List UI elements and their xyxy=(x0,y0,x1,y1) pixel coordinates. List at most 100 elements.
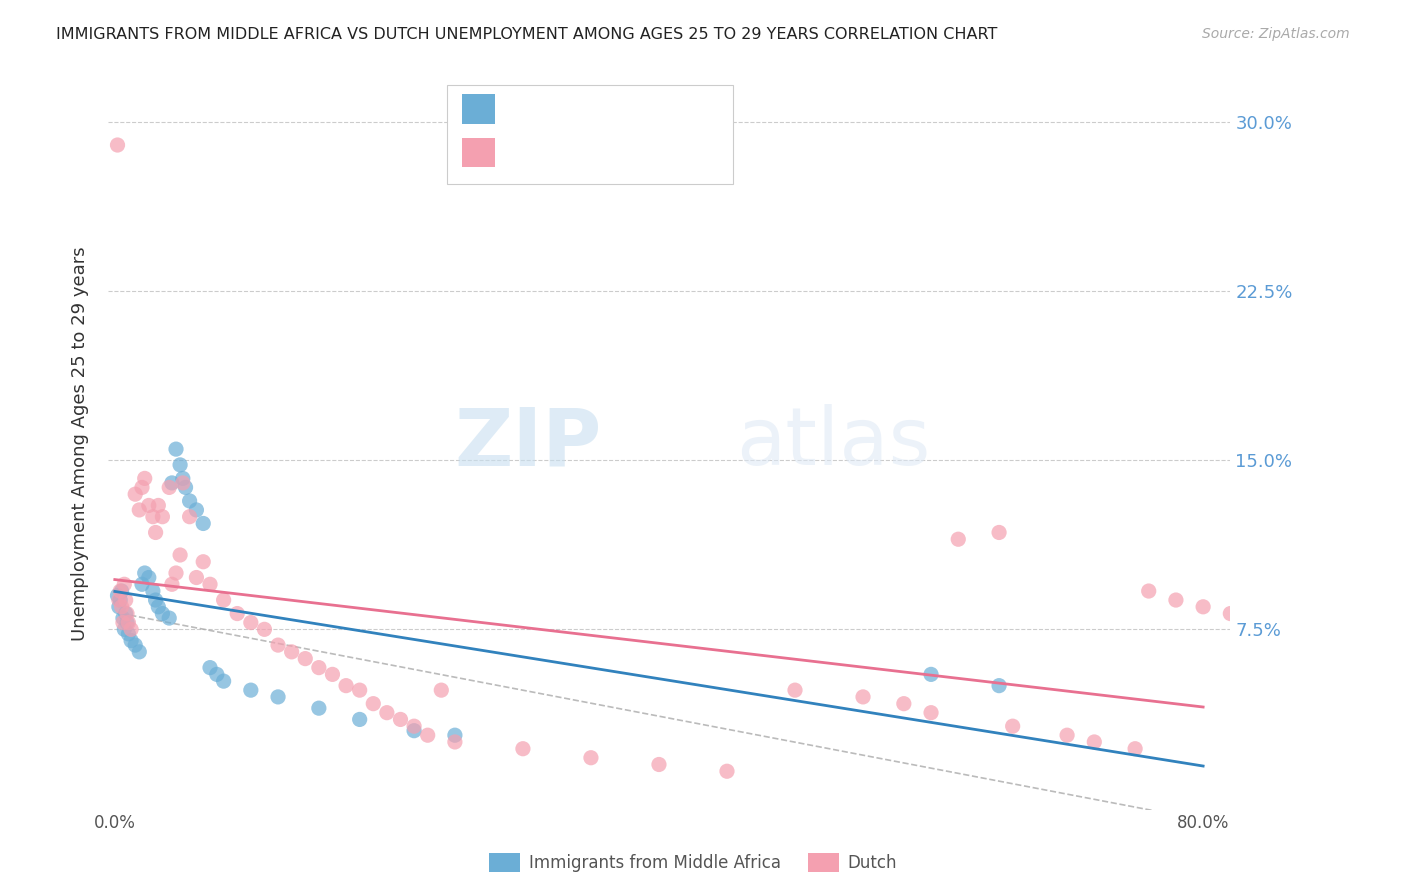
Text: atlas: atlas xyxy=(737,404,931,483)
Point xyxy=(239,683,262,698)
Point xyxy=(138,570,160,584)
Point xyxy=(179,494,201,508)
Point xyxy=(1137,584,1160,599)
Point xyxy=(157,480,180,494)
Bar xyxy=(461,138,495,168)
Point xyxy=(112,577,135,591)
Point xyxy=(308,660,330,674)
Text: Immigrants from Middle Africa: Immigrants from Middle Africa xyxy=(529,854,780,871)
Point xyxy=(142,584,165,599)
Point xyxy=(920,667,942,681)
Point xyxy=(148,599,170,614)
Point xyxy=(988,525,1011,540)
Point xyxy=(948,533,970,547)
Point xyxy=(308,701,330,715)
Point xyxy=(108,593,131,607)
Point xyxy=(404,719,426,733)
Point xyxy=(267,690,290,704)
Point xyxy=(294,651,316,665)
Point xyxy=(253,623,276,637)
Text: Source: ZipAtlas.com: Source: ZipAtlas.com xyxy=(1202,27,1350,41)
Point xyxy=(280,645,302,659)
Point xyxy=(117,627,139,641)
Point xyxy=(212,674,235,689)
Point xyxy=(110,593,132,607)
Point xyxy=(783,683,806,698)
Point xyxy=(128,503,150,517)
Point xyxy=(148,499,170,513)
Point xyxy=(160,475,183,490)
Point xyxy=(852,690,875,704)
Point xyxy=(1192,599,1215,614)
Point xyxy=(120,633,142,648)
Point xyxy=(110,599,132,614)
Point xyxy=(198,577,221,591)
Point xyxy=(117,615,139,630)
Point xyxy=(157,611,180,625)
Point xyxy=(444,728,467,742)
Point xyxy=(138,499,160,513)
Point xyxy=(361,697,384,711)
Point xyxy=(193,516,215,531)
Point xyxy=(111,615,134,630)
Point xyxy=(169,458,191,472)
Point xyxy=(120,623,142,637)
Point xyxy=(375,706,398,720)
Point xyxy=(169,548,191,562)
Point xyxy=(239,615,262,630)
Point xyxy=(389,713,412,727)
Point xyxy=(335,679,357,693)
Point xyxy=(134,566,156,580)
Text: R = -0.185   N = 65: R = -0.185 N = 65 xyxy=(506,145,669,163)
Point xyxy=(1123,741,1146,756)
Point xyxy=(145,593,167,607)
Point xyxy=(716,764,738,779)
Bar xyxy=(461,95,495,124)
Point xyxy=(174,480,197,494)
Point xyxy=(1083,735,1105,749)
Point xyxy=(179,509,201,524)
Point xyxy=(152,509,174,524)
Point xyxy=(107,589,129,603)
Point xyxy=(114,593,136,607)
Point xyxy=(165,566,187,580)
Point xyxy=(124,638,146,652)
Point xyxy=(124,487,146,501)
Point xyxy=(893,697,915,711)
Point xyxy=(115,607,138,621)
Point xyxy=(186,503,208,517)
Point xyxy=(267,638,290,652)
Text: IMMIGRANTS FROM MIDDLE AFRICA VS DUTCH UNEMPLOYMENT AMONG AGES 25 TO 29 YEARS CO: IMMIGRANTS FROM MIDDLE AFRICA VS DUTCH U… xyxy=(56,27,998,42)
Point xyxy=(444,735,467,749)
Point xyxy=(212,593,235,607)
Point xyxy=(165,442,187,456)
Point xyxy=(404,723,426,738)
Text: R = -0.159   N = 39: R = -0.159 N = 39 xyxy=(506,102,669,120)
Point xyxy=(1246,611,1268,625)
Point xyxy=(416,728,439,742)
Point xyxy=(111,611,134,625)
Text: Dutch: Dutch xyxy=(848,854,897,871)
Point xyxy=(226,607,249,621)
Point xyxy=(1219,607,1241,621)
Point xyxy=(920,706,942,720)
Point xyxy=(1164,593,1187,607)
Point xyxy=(145,525,167,540)
Point xyxy=(131,480,153,494)
Point xyxy=(1056,728,1078,742)
Point xyxy=(131,577,153,591)
Text: ZIP: ZIP xyxy=(454,404,602,483)
Point xyxy=(107,138,129,153)
Point xyxy=(349,683,371,698)
Point xyxy=(152,607,174,621)
Point xyxy=(114,607,136,621)
Point xyxy=(648,757,671,772)
Point xyxy=(134,471,156,485)
Point xyxy=(110,584,132,599)
Point xyxy=(142,509,165,524)
Point xyxy=(430,683,453,698)
Point xyxy=(186,570,208,584)
Point xyxy=(349,713,371,727)
Point xyxy=(160,577,183,591)
Point xyxy=(110,584,132,599)
